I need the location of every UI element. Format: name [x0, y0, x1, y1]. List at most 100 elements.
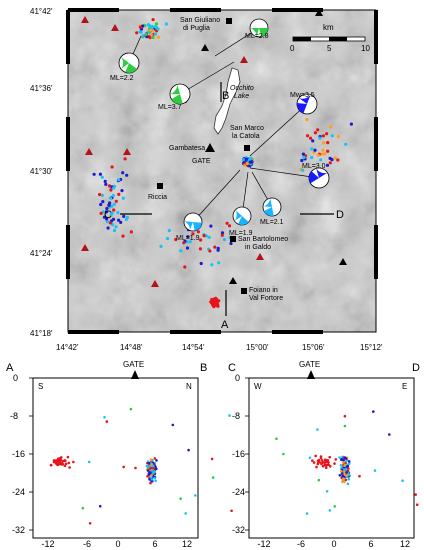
epicenter-dot — [323, 152, 327, 156]
cd-y-32: -32 — [232, 525, 245, 535]
hypocenter-dot — [343, 464, 347, 467]
epicenter-dot — [110, 165, 114, 169]
epicenter-dot — [106, 226, 110, 230]
epicenter-dot — [153, 25, 158, 29]
station-triangle — [229, 277, 237, 284]
epicenter-dot — [125, 215, 129, 220]
station-triangle — [81, 16, 89, 23]
epicenter-dot — [99, 202, 103, 207]
hypocenter-dot — [346, 464, 350, 468]
lon-label-4: 15°00' — [246, 343, 269, 352]
section-letter-c: C — [104, 209, 112, 221]
epicenter-dot — [321, 134, 325, 138]
hypocenter-dot — [58, 461, 62, 465]
epicenter-dot — [216, 304, 220, 308]
hypocenter-dot — [211, 476, 215, 479]
hypocenter-dot — [155, 459, 158, 462]
hypocenter-dot — [325, 460, 329, 463]
epicenter-dot — [154, 22, 158, 26]
hypocenter-dot — [338, 456, 342, 459]
station-triangle — [123, 148, 131, 155]
cd-station-icon — [307, 370, 315, 379]
epicenter-dot — [209, 224, 213, 228]
beachball-quadrant — [170, 84, 180, 95]
epicenter-dot — [153, 32, 158, 36]
epicenter-dot — [196, 230, 200, 234]
epicenter-dot — [301, 168, 305, 172]
epicenter-dot — [111, 194, 115, 198]
ab-y-32: -32 — [12, 525, 25, 535]
hypocenter-dot — [150, 477, 154, 481]
ab-station-icon — [131, 370, 139, 379]
focal-mechanisms: ML=2.8 ML=2.2 ML=3.7 Mw=3.5 ML=3.0 ML=1.9 ML=1… — [110, 18, 330, 242]
epicenter-dot — [336, 134, 340, 139]
epicenter-dot — [249, 156, 253, 160]
hypocenter-dot — [316, 462, 320, 466]
hypocenter-dot — [149, 474, 153, 477]
epicenter-dot — [119, 220, 123, 224]
hypocenter-dot — [153, 476, 157, 480]
epicenter-dot — [326, 149, 330, 153]
hypocenter-dot — [147, 472, 151, 475]
section-letter-a: A — [221, 319, 229, 331]
epicenter-dot — [311, 139, 315, 143]
hypocenter-dot — [325, 463, 329, 467]
epicenter-dot — [149, 28, 153, 32]
beachball-quadrant — [234, 209, 242, 221]
hypocenter-dot — [152, 464, 155, 468]
hypocenter-dot — [315, 465, 318, 469]
station-triangle — [240, 56, 248, 63]
epicenter-dot — [309, 136, 313, 140]
hypocenter-dot — [58, 457, 61, 460]
epicenter-dot — [310, 155, 314, 160]
beachball-quadrant — [263, 207, 274, 216]
lat-label-3: 41°30' — [30, 167, 53, 176]
place-riccia: Riccia — [148, 194, 167, 201]
hypocenter-dot — [316, 428, 319, 431]
epicenter-dot — [98, 192, 102, 197]
ab-x-m12: -12 — [41, 539, 54, 549]
epicenter-dot — [122, 214, 126, 218]
epicenter-dot — [138, 25, 143, 29]
hypocenter-dot — [54, 461, 58, 465]
hypocenter-dot — [149, 481, 152, 485]
place-foiano-1: Foiano in — [249, 287, 278, 294]
epicenter-dot — [213, 245, 217, 249]
epicenter-map: ML=2.8 ML=2.2 ML=3.7 Mw=3.5 ML=3.0 ML=1.9 ML=1… — [30, 7, 383, 352]
cd-corner-right: D — [412, 362, 420, 374]
epicenter-dot — [229, 241, 233, 246]
ab-axis-ticks — [29, 377, 33, 531]
epicenter-dot — [117, 178, 121, 182]
hypocenter-dot — [49, 463, 53, 467]
epicenter-dot — [330, 134, 334, 138]
place-foiano-2: Val Fortore — [249, 295, 283, 302]
hypocenter-dot — [324, 466, 328, 470]
epicenter-dot — [129, 230, 133, 234]
hypocenter-dot — [414, 493, 418, 496]
place-san-bartolomeo-2: in Galdo — [245, 244, 271, 251]
beachball-quadrant — [259, 28, 268, 37]
hypocenter-dot — [344, 478, 348, 482]
epicenter-dot — [250, 160, 254, 164]
cd-station-label: GATE — [299, 360, 320, 369]
hypocenter-dot — [347, 477, 351, 481]
epicenter-dot — [100, 193, 104, 197]
epicenter-dot — [244, 157, 248, 161]
epicenter-dot — [212, 304, 216, 308]
hypocenter-dot — [321, 464, 325, 468]
epicenter-dot — [227, 224, 232, 228]
hypocenter-dot — [81, 506, 85, 510]
station-triangle — [339, 258, 347, 265]
epicenter-dot — [320, 152, 324, 156]
mechanism-label: ML=2.1 — [260, 219, 284, 226]
mechanism-label: Mw=3.5 — [290, 92, 315, 99]
hypocenter-dot — [154, 466, 157, 469]
hypocenter-dot — [328, 455, 332, 459]
hypocenter-dot — [210, 457, 214, 461]
epicenter-dots — [92, 18, 353, 309]
beachball-quadrant — [250, 28, 259, 37]
scale-tick-0: 0 — [290, 44, 295, 53]
section-letter-d: D — [336, 209, 344, 221]
epicenter-dot — [210, 301, 214, 305]
beachball-quadrant — [263, 198, 272, 207]
